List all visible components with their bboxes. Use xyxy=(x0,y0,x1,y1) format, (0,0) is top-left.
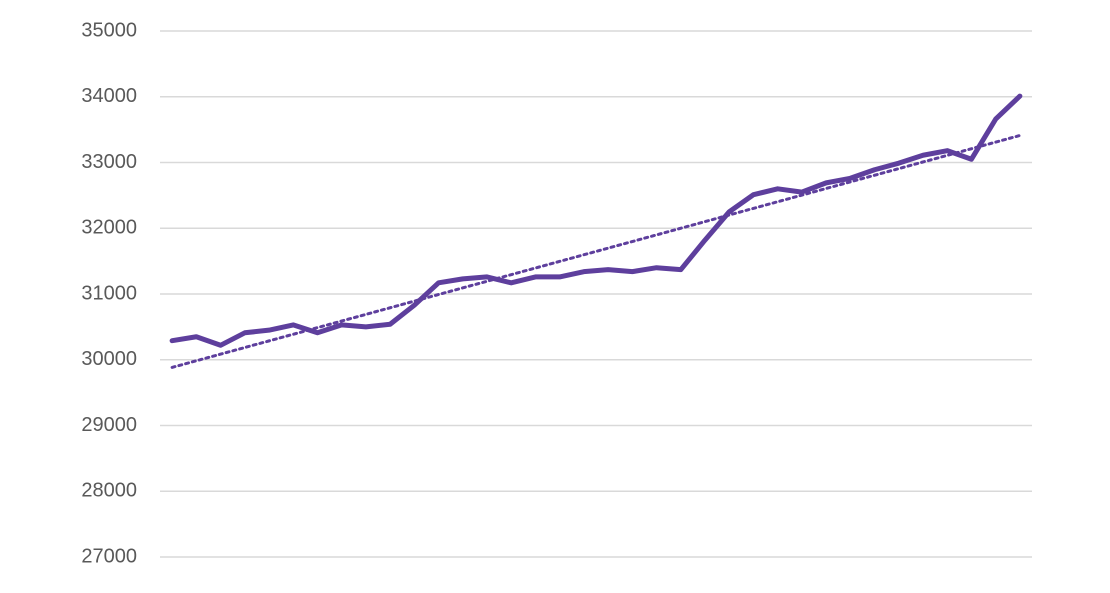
y-tick-label: 31000 xyxy=(81,282,137,304)
y-tick-label: 29000 xyxy=(81,414,137,436)
y-tick-label: 28000 xyxy=(81,480,137,502)
y-tick-label: 34000 xyxy=(81,85,137,107)
y-tick-label: 32000 xyxy=(81,217,137,239)
y-tick-label: 27000 xyxy=(81,545,137,567)
data-line xyxy=(169,93,1023,348)
y-tick-label: 30000 xyxy=(81,348,137,370)
y-tick-label: 35000 xyxy=(81,19,137,41)
trendline xyxy=(170,133,1022,369)
y-tick-label: 33000 xyxy=(81,151,137,173)
